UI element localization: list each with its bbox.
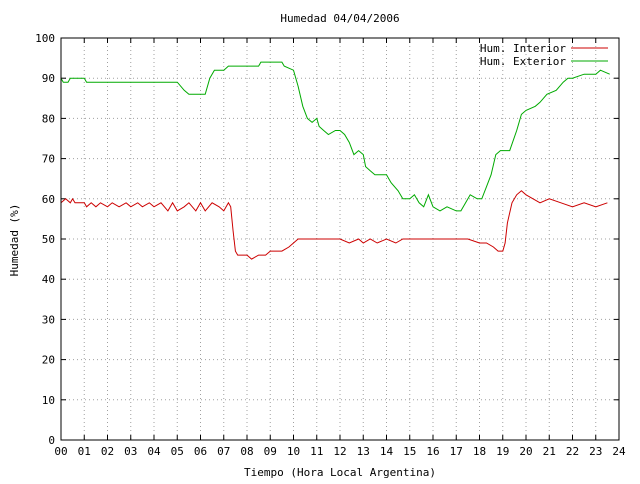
x-tick-label: 15 xyxy=(403,445,416,458)
y-tick-label: 40 xyxy=(42,273,55,286)
y-tick-label: 90 xyxy=(42,72,55,85)
x-tick-label: 23 xyxy=(589,445,602,458)
x-tick-label: 10 xyxy=(287,445,300,458)
x-tick-label: 21 xyxy=(543,445,556,458)
series-line-interior xyxy=(60,190,608,260)
y-tick-label: 10 xyxy=(42,394,55,407)
x-tick-label: 16 xyxy=(426,445,439,458)
x-tick-label: 07 xyxy=(217,445,230,458)
x-tick-label: 02 xyxy=(101,445,114,458)
y-tick-label: 100 xyxy=(35,32,55,45)
y-axis-label: Humedad (%) xyxy=(8,204,21,277)
x-tick-label: 20 xyxy=(519,445,532,458)
x-tick-label: 24 xyxy=(612,445,626,458)
x-tick-label: 12 xyxy=(333,445,346,458)
series-line-exterior xyxy=(60,61,610,212)
chart-title: Humedad 04/04/2006 xyxy=(280,12,399,25)
x-tick-label: 05 xyxy=(171,445,184,458)
x-tick-label: 18 xyxy=(473,445,486,458)
x-tick-label: 01 xyxy=(78,445,91,458)
y-tick-label: 30 xyxy=(42,313,55,326)
y-tick-label: 0 xyxy=(48,434,55,447)
x-tick-label: 09 xyxy=(264,445,277,458)
x-tick-label: 17 xyxy=(450,445,463,458)
legend-label-interior: Hum. Interior xyxy=(480,42,566,55)
y-tick-label: 70 xyxy=(42,153,55,166)
x-tick-label: 11 xyxy=(310,445,323,458)
x-tick-label: 13 xyxy=(357,445,370,458)
x-tick-label: 08 xyxy=(240,445,253,458)
x-tick-label: 14 xyxy=(380,445,394,458)
x-tick-label: 04 xyxy=(147,445,161,458)
legend: Hum. Interior Hum. Exterior xyxy=(480,42,608,68)
y-tick-label: 60 xyxy=(42,193,55,206)
x-tick-label: 06 xyxy=(194,445,207,458)
x-axis-label: Tiempo (Hora Local Argentina) xyxy=(244,466,436,479)
plot-frame xyxy=(60,37,620,441)
x-tick-label: 00 xyxy=(54,445,67,458)
x-tick-label: 03 xyxy=(124,445,137,458)
legend-label-exterior: Hum. Exterior xyxy=(480,55,566,68)
x-tick-label: 19 xyxy=(496,445,509,458)
y-tick-label: 50 xyxy=(42,233,55,246)
y-tick-label: 80 xyxy=(42,112,55,125)
axis-ticks: 00 01 02 03 04 05 06 07 08 09 10 11 12 13 14 15 16 17 18 19… xyxy=(35,32,626,458)
series-lines xyxy=(60,61,610,260)
x-tick-label: 22 xyxy=(566,445,579,458)
y-tick-label: 20 xyxy=(42,354,55,367)
